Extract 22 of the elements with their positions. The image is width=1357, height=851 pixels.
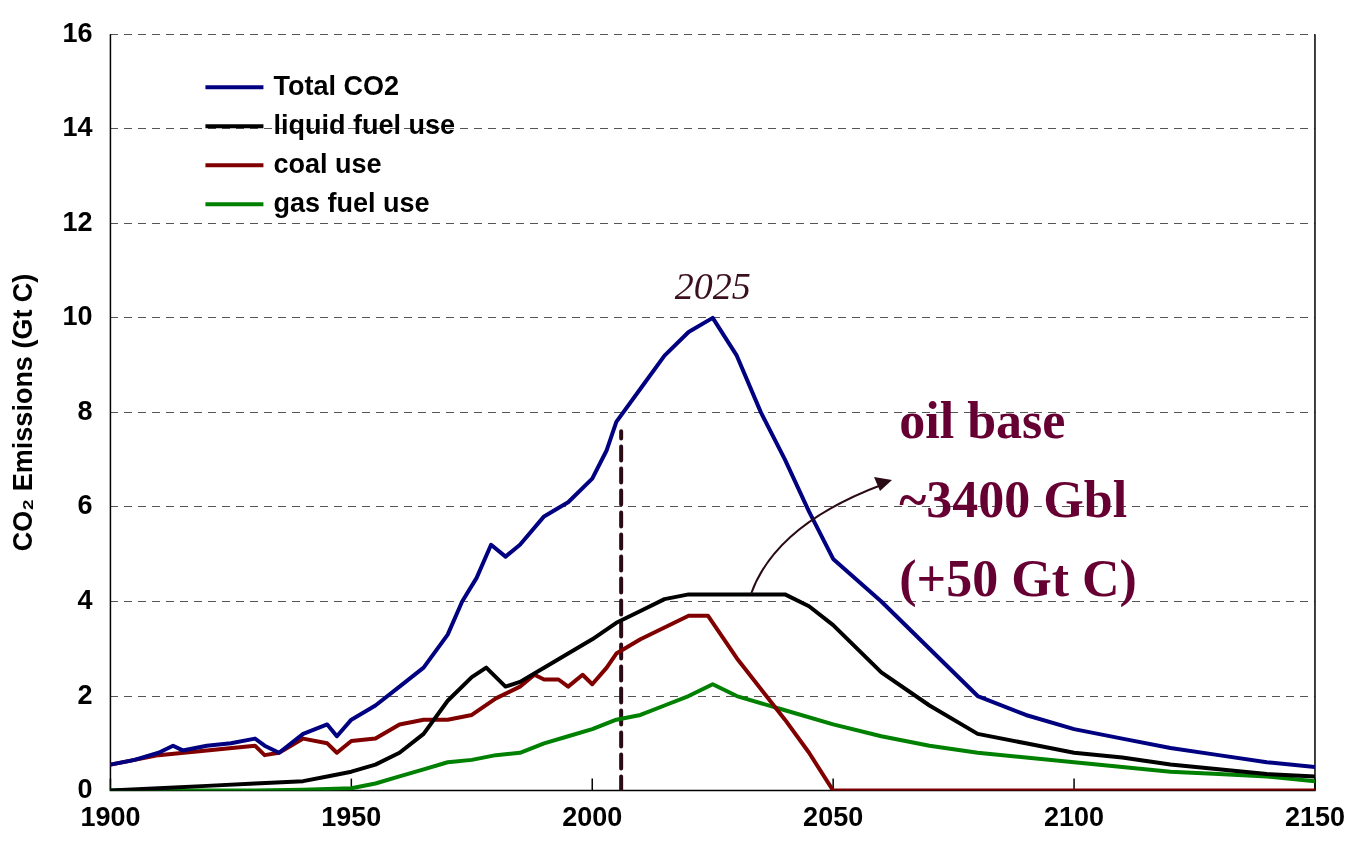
x-tick-label: 1900 xyxy=(80,802,141,833)
y-tick-label: 8 xyxy=(77,395,93,426)
y-tick-label: 12 xyxy=(62,206,93,237)
y-tick-label: 6 xyxy=(77,490,93,521)
y-tick-label: 0 xyxy=(77,774,93,805)
x-tick-label: 2100 xyxy=(1044,802,1105,833)
y-tick-label: 4 xyxy=(77,584,93,615)
annotation: 2025 xyxy=(674,264,751,307)
x-tick-label: 2050 xyxy=(803,802,864,833)
y-tick-label: 14 xyxy=(62,112,93,143)
x-tick-label: 2000 xyxy=(562,802,623,833)
y-tick-label: 10 xyxy=(62,301,93,332)
annotation: oil base ~3400 Gbl (+50 Gt C) xyxy=(899,391,1137,608)
x-tick-label: 2150 xyxy=(1284,802,1346,833)
x-tick-label: 1950 xyxy=(321,802,382,833)
y-tick-label: 2 xyxy=(77,679,93,710)
legend-label: liquid fuel use xyxy=(273,109,455,140)
y-tick-label: 16 xyxy=(62,17,93,48)
legend-label: Total CO2 xyxy=(273,70,399,101)
y-axis-title: CO₂ Emissions (Gt C) xyxy=(7,273,38,552)
legend-label: coal use xyxy=(273,148,382,179)
legend-label: gas fuel use xyxy=(273,187,430,218)
